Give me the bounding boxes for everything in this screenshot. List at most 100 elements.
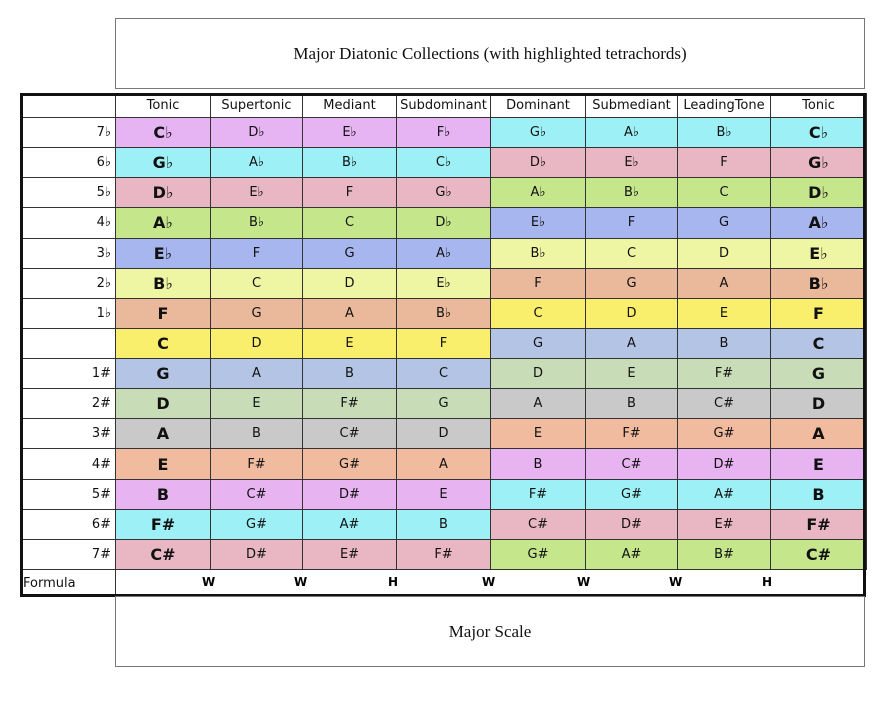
note-cell: D [677, 237, 771, 269]
note-cell: C# [302, 418, 397, 450]
note-cell: B [585, 388, 678, 420]
note-cell: D♭ [210, 117, 303, 149]
note-cell: B [677, 327, 771, 360]
row-label: 3# [20, 418, 116, 450]
note-cell: C [585, 237, 678, 269]
note-cell: D [490, 358, 586, 390]
title: Major Diatonic Collections (with highlig… [115, 18, 865, 89]
row-label: 1# [20, 358, 116, 390]
note-cell: A# [677, 478, 771, 510]
note-cell: B [210, 418, 303, 450]
note-cell: B♭ [490, 237, 586, 269]
note-cell: B [302, 358, 397, 390]
note-cell: D [770, 388, 867, 420]
note-cell: F [677, 147, 771, 179]
formula-label: Formula [20, 569, 116, 597]
note-cell: B [490, 448, 586, 480]
note-cell: G# [490, 538, 586, 570]
note-cell: F# [396, 538, 491, 570]
row-label: 2# [20, 388, 116, 420]
note-cell: A [585, 327, 678, 360]
column-header: Tonic [115, 93, 211, 118]
note-cell: A♭ [585, 117, 678, 149]
note-cell: C♭ [396, 147, 491, 179]
note-cell: C [210, 267, 303, 299]
note-cell: E♭ [396, 267, 491, 299]
note-cell: F [115, 297, 211, 329]
note-cell: G [115, 358, 211, 390]
note-cell: D♭ [770, 177, 867, 209]
note-cell: G [770, 358, 867, 390]
note-cell: B♭ [585, 177, 678, 209]
note-cell: D# [210, 538, 303, 570]
note-cell: B♭ [115, 267, 211, 299]
note-cell: A [115, 418, 211, 450]
note-cell: F [490, 267, 586, 299]
formula-step: W [294, 575, 308, 589]
header-corner [20, 93, 116, 118]
note-cell: E# [302, 538, 397, 570]
note-cell: B [115, 478, 211, 510]
formula-step: H [388, 575, 399, 589]
note-cell: G [210, 297, 303, 329]
note-cell: C# [677, 388, 771, 420]
note-cell: A# [585, 538, 678, 570]
note-cell: C# [585, 448, 678, 480]
note-cell: B♭ [396, 297, 491, 329]
note-cell: G# [210, 508, 303, 540]
note-cell: D♭ [115, 177, 211, 209]
note-cell: C# [115, 538, 211, 570]
note-cell: G♭ [396, 177, 491, 209]
note-cell: A♭ [770, 207, 867, 239]
row-label: 6♭ [20, 147, 116, 179]
note-cell: D [210, 327, 303, 360]
note-cell: F♭ [396, 117, 491, 149]
note-cell: C [677, 177, 771, 209]
note-cell: E# [677, 508, 771, 540]
note-cell: B♭ [677, 117, 771, 149]
note-cell: E♭ [210, 177, 303, 209]
row-label: 5♭ [20, 177, 116, 209]
column-header: Supertonic [210, 93, 303, 118]
note-cell: D [585, 297, 678, 329]
note-cell: D [396, 418, 491, 450]
note-cell: E♭ [585, 147, 678, 179]
column-header: Subdominant [396, 93, 491, 118]
note-cell: G♭ [490, 117, 586, 149]
row-label: 6# [20, 508, 116, 540]
formula-step: W [577, 575, 591, 589]
note-cell: F [585, 207, 678, 239]
note-cell: E♭ [770, 237, 867, 269]
formula-step: W [202, 575, 216, 589]
note-cell: F# [115, 508, 211, 540]
note-cell: E [677, 297, 771, 329]
note-cell: C# [210, 478, 303, 510]
row-label [20, 327, 116, 360]
row-label: 3♭ [20, 237, 116, 269]
note-cell: F# [677, 358, 771, 390]
column-header: Mediant [302, 93, 397, 118]
note-cell: A [490, 388, 586, 420]
column-header: Tonic [770, 93, 867, 118]
footer: Major Scale [115, 596, 865, 667]
note-cell: A [770, 418, 867, 450]
note-cell: E [490, 418, 586, 450]
note-cell: A [677, 267, 771, 299]
note-cell: G# [302, 448, 397, 480]
note-cell: F# [585, 418, 678, 450]
note-cell: C [302, 207, 397, 239]
note-cell: C♭ [770, 117, 867, 149]
note-cell: E♭ [302, 117, 397, 149]
row-label: 1♭ [20, 297, 116, 329]
row-label: 7♭ [20, 117, 116, 149]
note-cell: E [585, 358, 678, 390]
note-cell: G [302, 237, 397, 269]
note-cell: A [210, 358, 303, 390]
note-cell: G# [677, 418, 771, 450]
note-cell: D# [302, 478, 397, 510]
note-cell: C♭ [115, 117, 211, 149]
note-cell: B# [677, 538, 771, 570]
note-cell: F# [770, 508, 867, 540]
note-cell: C [115, 327, 211, 360]
